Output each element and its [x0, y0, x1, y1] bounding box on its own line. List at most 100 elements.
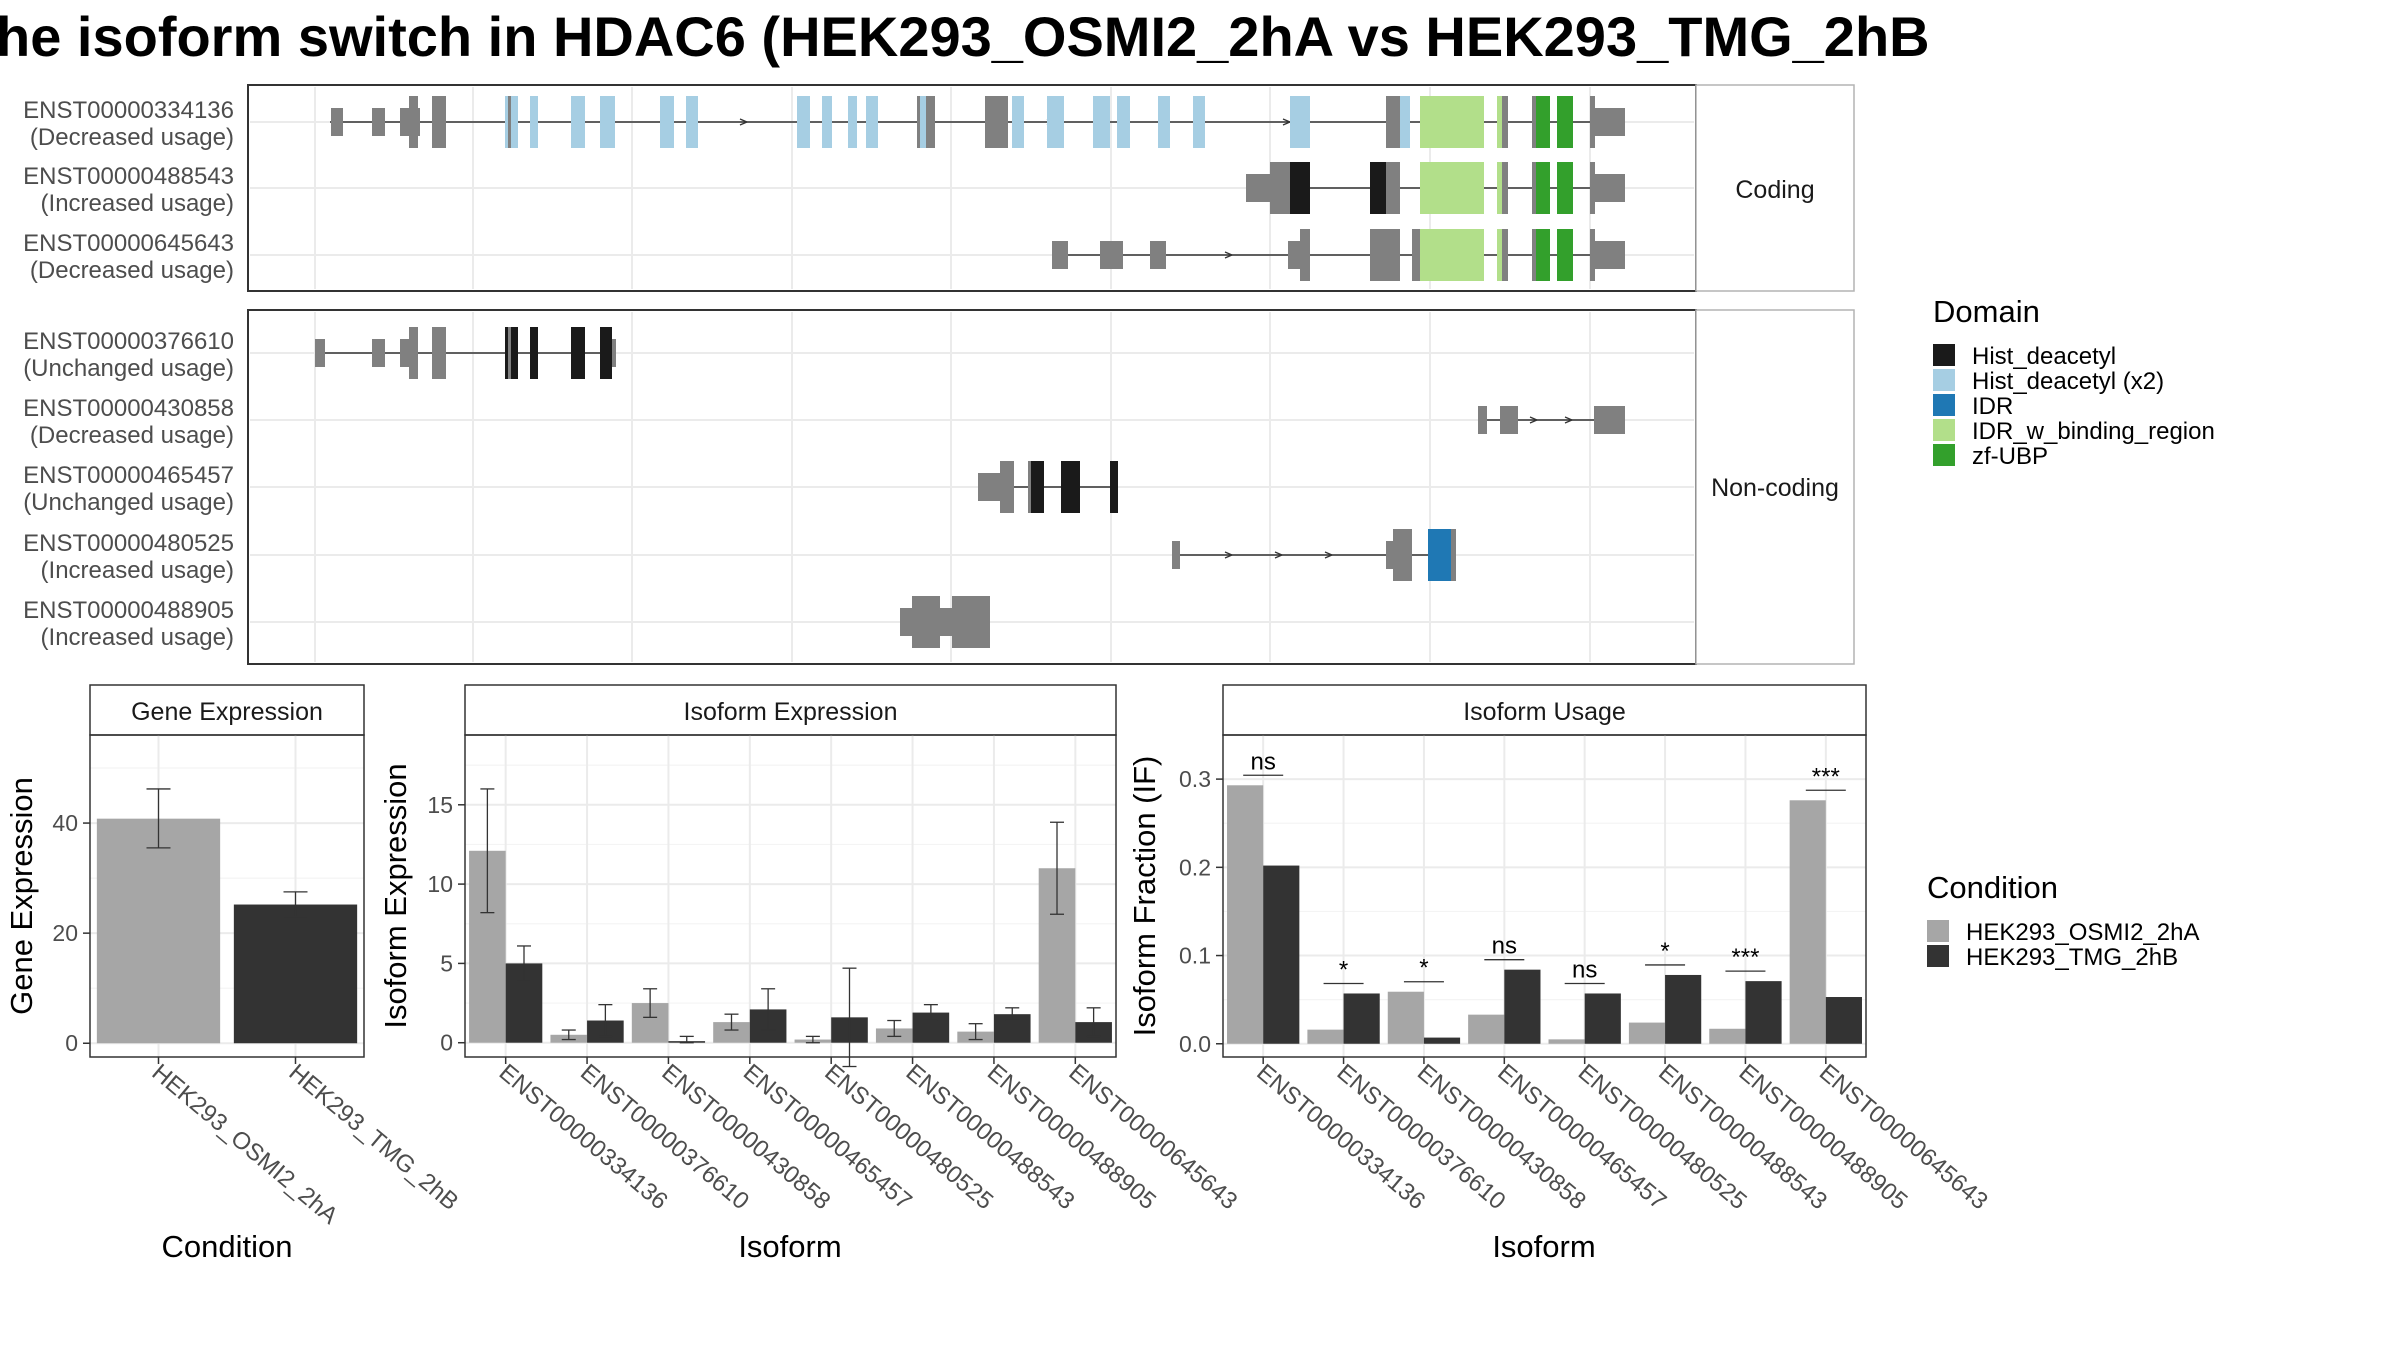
coding-exon: [1532, 229, 1536, 281]
strand-arrow: [1274, 551, 1284, 559]
strand-arrow: [1224, 251, 1234, 259]
domain-zf-ubp: [1557, 229, 1573, 281]
utr-exon: [1100, 241, 1123, 269]
domain-hist-deacetyl: [571, 327, 585, 379]
panel-title: Isoform Usage: [1463, 698, 1626, 726]
domain-legend-label: zf-UBP: [1972, 443, 2048, 470]
bar: [1423, 1037, 1461, 1044]
bar: [1504, 969, 1541, 1044]
strand-arrow: [1564, 416, 1574, 424]
panel-frame: [89, 734, 365, 1058]
exon: [508, 327, 511, 379]
significance-label: ***: [1812, 763, 1840, 790]
domain-idr-w-binding-region: [1497, 162, 1502, 214]
domain-hist-deacetyl: [505, 327, 518, 379]
panel-strip: [1222, 684, 1867, 736]
transcript-usage-label: (Unchanged usage): [23, 355, 234, 382]
domain-hist-deacetyl-x2: [1047, 96, 1064, 148]
coding-exon: [917, 96, 920, 148]
x-axis-title: Isoform: [738, 1229, 841, 1264]
domain-legend-title: Domain: [1933, 294, 2040, 329]
domain-hist-deacetyl: [1290, 162, 1310, 214]
y-tick-label: 0.1: [1179, 943, 1211, 969]
strand-arrow: [1529, 416, 1539, 424]
domain-legend-label: Hist_deacetyl (x2): [1972, 368, 2164, 395]
y-tick-label: 0.2: [1179, 854, 1211, 880]
exon: [1451, 529, 1456, 581]
exon: [912, 596, 940, 648]
domain-legend-swatch: [1933, 444, 1955, 466]
domain-hist-deacetyl: [1031, 461, 1044, 513]
utr-exon: [1150, 241, 1166, 269]
coding-exon: [1386, 162, 1400, 214]
significance-label: *: [1339, 956, 1348, 983]
transcript-usage-label: (Decreased usage): [30, 124, 234, 151]
y-tick-label: 15: [427, 792, 453, 818]
transcript-id-label: ENST00000488905: [23, 597, 234, 624]
bar: [1343, 993, 1380, 1044]
coding-exon: [1532, 96, 1536, 148]
coding-exon: [1502, 96, 1508, 148]
domain-hist-deacetyl: [600, 327, 612, 379]
coding-exon: [432, 96, 446, 148]
domain-hist-deacetyl-x2: [1012, 96, 1024, 148]
utr-exon: [400, 339, 410, 367]
y-axis-title: Isoform Fraction (IF): [1127, 756, 1162, 1037]
significance-label: ***: [1731, 944, 1759, 971]
significance-label: ns: [1572, 956, 1597, 983]
y-axis-title: Isoform Expression: [378, 763, 413, 1028]
coding-exon: [1386, 96, 1400, 148]
panel-frame: [464, 734, 1117, 1058]
significance-label: ns: [1492, 933, 1517, 960]
bar: [1468, 1014, 1505, 1044]
bar-charts: Gene Expression02040HEK293_OSMI2_2hAHEK2…: [4, 684, 1993, 1264]
y-tick-label: 20: [52, 920, 78, 946]
y-tick-label: 40: [52, 810, 78, 836]
transcript-id-label: ENST00000334136: [23, 97, 234, 124]
domain-hist-deacetyl-x2: [1290, 96, 1310, 148]
utr-exon: [612, 339, 616, 367]
coding-exon: [1370, 229, 1400, 281]
domain-zf-ubp: [1532, 96, 1550, 148]
exon: [1393, 529, 1412, 581]
domain-legend-swatch: [1933, 369, 1955, 391]
coding-exon: [1300, 229, 1310, 281]
exon: [952, 596, 990, 648]
domain-legend-label: Hist_deacetyl: [1972, 343, 2116, 370]
domain-legend-label: IDR_w_binding_region: [1972, 418, 2215, 445]
domain-hist-deacetyl: [1370, 162, 1386, 214]
transcript-id-label: ENST00000376610: [23, 328, 234, 355]
bar: [1548, 1039, 1585, 1044]
utr-exon: [978, 473, 1002, 501]
bar: [1628, 1022, 1666, 1044]
utr-exon: [331, 108, 343, 136]
domain-legend-swatch: [1933, 419, 1955, 441]
y-tick-label: 0.3: [1179, 766, 1211, 792]
bar: [1387, 991, 1424, 1044]
bar: [1227, 785, 1264, 1044]
coding-exon: [985, 96, 1008, 148]
condition-legend-swatch: [1927, 945, 1949, 967]
utr-exon: [1246, 174, 1274, 202]
domain-hist-deacetyl-x2: [571, 96, 585, 148]
utr-exon: [1052, 241, 1068, 269]
bar: [1263, 865, 1300, 1044]
domain-hist-deacetyl: [1061, 461, 1080, 513]
bar: [1825, 997, 1862, 1044]
panel-strip: [89, 684, 365, 736]
domain-zf-ubp: [1557, 96, 1573, 148]
transcript-usage-label: (Decreased usage): [30, 422, 234, 449]
utr-exon: [1594, 406, 1625, 434]
domain-hist-deacetyl-x2: [1093, 96, 1110, 148]
transcript-id-label: ENST00000480525: [23, 530, 234, 557]
exon: [432, 327, 446, 379]
domain-hist-deacetyl: [1110, 461, 1118, 513]
domain-idr-w-binding-region: [1420, 229, 1484, 281]
coding-exon: [1270, 162, 1290, 214]
domain-hist-deacetyl-x2: [686, 96, 698, 148]
coding-exon: [508, 96, 511, 148]
coding-exon: [409, 96, 418, 148]
transcript-usage-label: (Decreased usage): [30, 257, 234, 284]
transcript-usage-label: (Increased usage): [41, 624, 234, 651]
